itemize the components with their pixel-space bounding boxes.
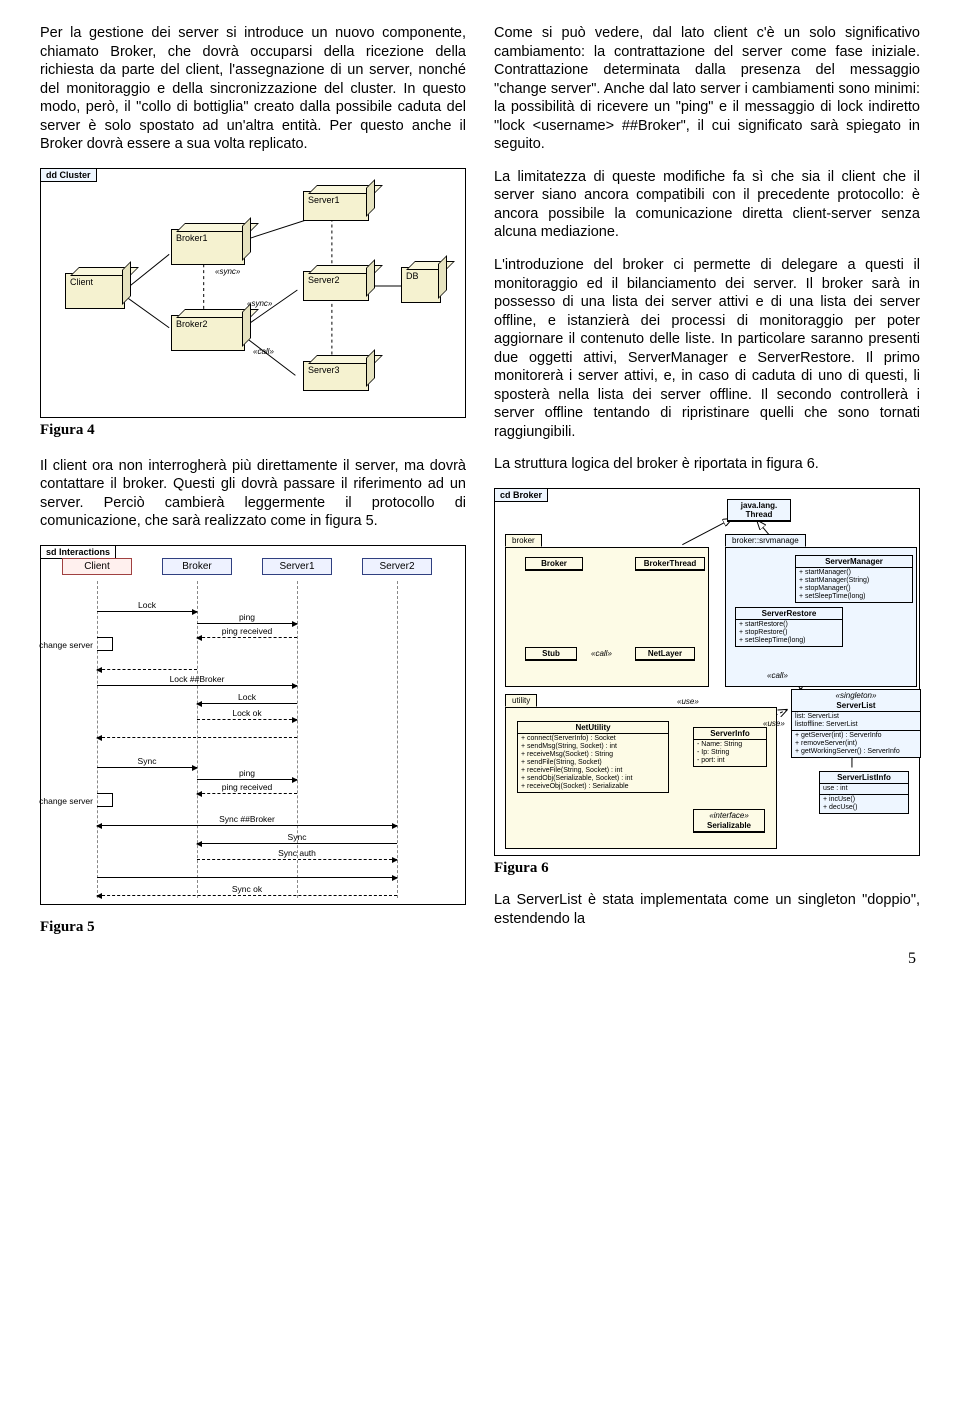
class-serverinfo: ServerInfo- Name: String- Ip: String- po… [693,727,767,767]
node-client: Client [65,273,125,309]
figure-4-tag: dd Cluster [40,168,97,182]
class-netutility: NetUtility+ connect(ServerInfo) : Socket… [517,721,669,793]
lifeline-head-server2: Server2 [362,558,432,575]
class-serverlistinfo: ServerListInfouse : int+ incUse()+ decUs… [819,771,909,814]
message: Sync auth [197,848,397,858]
message: Sync ##Broker [97,814,397,824]
edge-label-call: «call» [253,347,274,356]
message: Lock ok [197,708,297,718]
class-serializable: «interface»Serializable [693,809,765,833]
figure-6-diagram: cd Broker [494,488,920,856]
message: ping received [197,782,297,792]
edge-label-syncbroker: «sync» [215,267,240,276]
page-number: 5 [908,950,916,968]
message: Lock ##Broker [97,674,297,684]
para-right-5: La ServerList è stata implementata come … [494,891,920,928]
message: Lock [97,600,197,610]
message: Sync ok [97,884,397,894]
document-page: Per la gestione dei server si introduce … [0,0,960,974]
lifeline-head-server1: Server1 [262,558,332,575]
message: ping [197,612,297,622]
fig6-call2: «call» [767,671,788,680]
message: Sync [97,756,197,766]
class-brokerthread: BrokerThread [635,557,705,571]
right-column: Come si può vedere, dal lato client c'è … [494,24,920,950]
class-broker: Broker [525,557,583,571]
edge-label-syncserver: «sync» [247,299,272,308]
lifeline-head-client: Client [62,558,132,575]
node-server1: Server1 [303,191,369,221]
class-serverrestore: ServerRestore+ startRestore()+ stopResto… [735,607,843,647]
node-db: DB [401,267,441,303]
node-server3: Server3 [303,361,369,391]
para-right-3: L'introduzione del broker ci permette di… [494,256,920,441]
class-thread: java.lang. Thread [727,499,791,522]
figure-4-label: Figura 4 [40,422,466,439]
class-serverlist: «singleton»ServerListlist: ServerListlis… [791,689,921,758]
figure-6-tag: cd Broker [494,488,548,502]
message: ping [197,768,297,778]
two-column-layout: Per la gestione dei server si introduce … [40,24,920,950]
node-broker1: Broker1 [171,229,245,265]
class-netlayer: NetLayer [635,647,695,661]
para-left-2: Il client ora non interrogherà più diret… [40,457,466,531]
figure-5-label: Figura 5 [40,919,466,936]
lifeline-head-broker: Broker [162,558,232,575]
fig6-call1: «call» [591,649,612,658]
lifeline-server2 [397,581,398,898]
para-right-4: La struttura logica del broker è riporta… [494,455,920,474]
figure-5-diagram: sd Interactions Client Broker Server1 Serve… [40,545,466,905]
figure-4-diagram: dd Cluster Client Broker1 Broker2 Server… [40,168,466,418]
para-left-1: Per la gestione dei server si introduce … [40,24,466,154]
node-server2: Server2 [303,271,369,301]
message: Sync [197,832,397,842]
message: ping received [197,626,297,636]
class-stub: Stub [525,647,577,661]
left-column: Per la gestione dei server si introduce … [40,24,466,950]
fig6-use1: «use» [677,697,699,706]
para-right-2: La limitatezza di queste modifiche fa sì… [494,168,920,242]
para-right-1: Come si può vedere, dal lato client c'è … [494,24,920,154]
node-broker2: Broker2 [171,315,245,351]
class-servermanager: ServerManager+ startManager()+ startMana… [795,555,913,603]
message: Lock [197,692,297,702]
figure-5-tag: sd Interactions [40,545,116,559]
figure-6-label: Figura 6 [494,860,920,877]
fig6-use2: «use» [763,719,785,728]
